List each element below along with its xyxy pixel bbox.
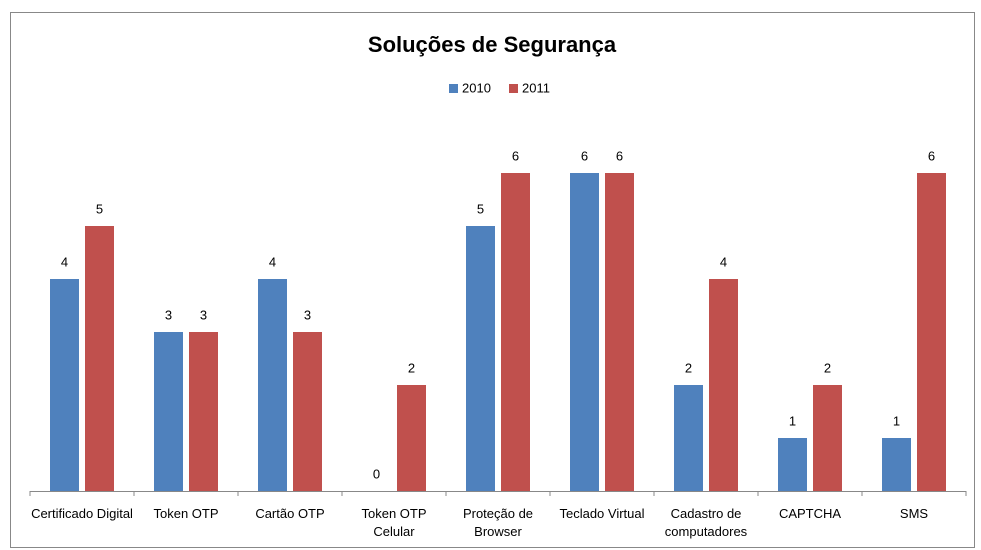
bar: [397, 385, 426, 491]
chart-title: Soluções de Segurança: [368, 32, 617, 57]
legend-swatch: [509, 84, 518, 93]
bar: [570, 173, 599, 491]
bar: [501, 173, 530, 491]
x-tick-label: SMS: [899, 506, 929, 521]
x-tick-label: CAPTCHA: [778, 506, 842, 521]
x-tick-label: Proteção de Browser: [462, 506, 534, 539]
bar: [917, 173, 946, 491]
bar: [189, 332, 218, 491]
legend-swatch: [449, 84, 458, 93]
bar: [778, 438, 807, 491]
bar: [466, 226, 495, 491]
data-label: 2: [824, 360, 831, 375]
x-tick-label: Certificado Digital: [31, 506, 133, 521]
x-tick-label: Teclado Virtual: [559, 506, 645, 521]
bar: [258, 279, 287, 491]
bar: [813, 385, 842, 491]
x-tick-label: Token OTP Celular: [361, 506, 427, 539]
data-label: 6: [928, 148, 935, 163]
data-label: 4: [269, 254, 276, 269]
data-label: 5: [477, 201, 484, 216]
x-tick-label: Token OTP: [153, 506, 219, 521]
bar: [882, 438, 911, 491]
bar: [85, 226, 114, 491]
data-label: 6: [616, 148, 623, 163]
data-label: 4: [61, 254, 68, 269]
x-tick-label: Cartão OTP: [255, 506, 325, 521]
bar: [674, 385, 703, 491]
data-label: 6: [512, 148, 519, 163]
data-label: 3: [165, 307, 172, 322]
x-tick-label: Cadastro de computadores: [664, 506, 748, 539]
bar: [709, 279, 738, 491]
legend-label: 2011: [522, 80, 550, 95]
data-label: 6: [581, 148, 588, 163]
data-label: 2: [408, 360, 415, 375]
data-label: 1: [893, 413, 900, 428]
data-label: 5: [96, 201, 103, 216]
data-label: 4: [720, 254, 727, 269]
bar: [605, 173, 634, 491]
data-label: 1: [789, 413, 796, 428]
bar: [50, 279, 79, 491]
legend-label: 2010: [462, 80, 491, 95]
bar: [154, 332, 183, 491]
data-label: 3: [200, 307, 207, 322]
data-label: 2: [685, 360, 692, 375]
data-label: 3: [304, 307, 311, 322]
data-label: 0: [373, 466, 380, 481]
bar: [293, 332, 322, 491]
